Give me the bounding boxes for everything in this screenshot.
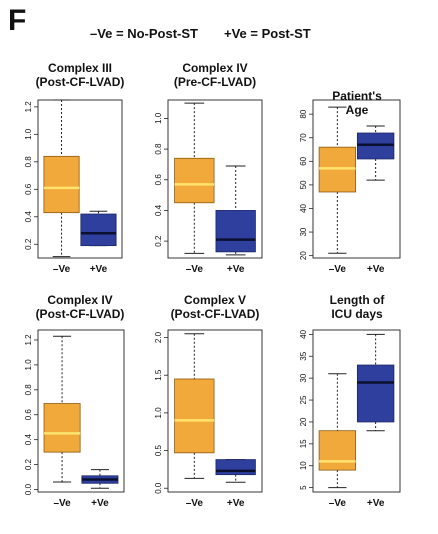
y-tick-label: 0.6: [24, 409, 33, 421]
y-tick-label: 5: [299, 485, 308, 490]
y-tick-label: 10: [299, 461, 308, 470]
panel-title: Patient's Age: [332, 89, 382, 117]
panel-title: Complex IV (Post-CF-LVAD): [36, 293, 125, 321]
plot-frame: [312, 99, 401, 259]
x-tick-label: –Ve: [186, 264, 204, 275]
plot-frame: [167, 329, 263, 493]
y-tick-label: 0.4: [154, 204, 163, 216]
panel-letter: F: [8, 4, 27, 37]
panel-title-line: Complex IV: [47, 293, 112, 307]
boxplot-panel-2: Complex IV (Pre-CF-LVAD) 0.2 0.4 0.6 0.8 1.0 –V…: [154, 61, 263, 275]
y-tick-label: 0.0: [154, 482, 163, 494]
x-tick-label: +Ve: [367, 498, 385, 509]
y-tick-label: 80: [299, 109, 308, 118]
plot-frame: [312, 329, 401, 493]
boxplot-panel-1: Complex III (Post-CF-LVAD) 0.2 0.4 0.6 0.8 1.0…: [24, 61, 124, 275]
box-positive: [215, 459, 256, 476]
y-tick-label: 0.2: [24, 238, 33, 250]
y-tick-label: 70: [299, 133, 308, 142]
panel-title-line: Complex III: [48, 61, 112, 75]
x-tick-label: –Ve: [53, 498, 71, 509]
panel-title-line: (Post-CF-LVAD): [36, 307, 125, 321]
panel-title: Complex V (Post-CF-LVAD): [171, 293, 260, 321]
boxplot-panel-4: Complex IV (Post-CF-LVAD) 0.0 0.2 0.4 0.6 0.8 1…: [24, 293, 125, 509]
y-tick-label: 40: [299, 329, 308, 338]
y-tick-label: 50: [299, 180, 308, 189]
x-tick-label: –Ve: [329, 264, 347, 275]
y-tick-label: 1.2: [24, 101, 33, 113]
panel-title-line: (Post-CF-LVAD): [171, 307, 260, 321]
plot-frame: [37, 99, 123, 259]
y-tick-label: 0.4: [24, 211, 33, 223]
box-positive: [356, 364, 395, 423]
panel-title: Complex III (Post-CF-LVAD): [36, 61, 125, 89]
y-tick-label: 1.5: [154, 369, 163, 381]
y-tick-label: 1.0: [24, 128, 33, 140]
box-negative: [318, 430, 357, 471]
panel-title-line: Age: [346, 103, 369, 117]
y-tick-label: 20: [299, 251, 308, 260]
x-tick-label: +Ve: [227, 264, 245, 275]
box-positive: [80, 213, 117, 247]
y-tick-label: 35: [299, 351, 308, 360]
y-tick-label: 30: [299, 373, 308, 382]
x-tick-label: +Ve: [90, 264, 108, 275]
y-tick-label: 1.0: [154, 407, 163, 419]
x-tick-label: +Ve: [91, 498, 109, 509]
box-negative: [174, 157, 215, 204]
y-tick-label: 0.6: [24, 183, 33, 195]
y-tick-label: 20: [299, 417, 308, 426]
y-tick-label: 1.0: [154, 112, 163, 124]
y-tick-label: 0.0: [24, 483, 33, 495]
x-tick-label: –Ve: [186, 498, 204, 509]
panel-title-line: ICU days: [331, 307, 383, 321]
panel-title-line: (Pre-CF-LVAD): [174, 75, 256, 89]
y-tick-label: 1.2: [24, 334, 33, 346]
y-tick-label: 15: [299, 439, 308, 448]
y-tick-label: 0.8: [24, 384, 33, 396]
y-tick-label: 0.8: [24, 156, 33, 168]
panel-title: Length of ICU days: [330, 293, 386, 321]
box-negative: [174, 378, 215, 454]
panel-title-line: (Post-CF-LVAD): [36, 75, 125, 89]
panel-title-line: Length of: [330, 293, 386, 307]
plot-frame: [37, 329, 125, 493]
x-tick-label: –Ve: [329, 498, 347, 509]
box-positive: [215, 210, 256, 253]
y-tick-label: 0.8: [154, 143, 163, 155]
box-negative: [43, 155, 80, 214]
boxplot-panel-5: Complex V (Post-CF-LVAD) 0.0 0.5 1.0 1.5 2.0 –V…: [154, 293, 263, 509]
y-tick-label: 1.0: [24, 359, 33, 371]
y-tick-label: 40: [299, 203, 308, 212]
x-tick-label: –Ve: [53, 264, 71, 275]
group-legend: –Ve = No-Post-ST +Ve = Post-ST: [90, 26, 311, 41]
legend-negative: –Ve = No-Post-ST: [90, 26, 198, 41]
y-tick-label: 30: [299, 227, 308, 236]
plot-frame: [167, 99, 263, 259]
legend-positive: +Ve = Post-ST: [224, 26, 311, 41]
x-tick-label: +Ve: [227, 498, 245, 509]
boxplot-panel-6: Length of ICU days 5 10 15 20 25 30 35 40 –Ve +Ve: [299, 293, 401, 509]
panel-title-line: Complex IV: [182, 61, 247, 75]
y-tick-label: 0.5: [154, 444, 163, 456]
boxplot-panel-3: Patient's Age 20 30 40 50 60 70 80 –Ve +Ve: [299, 89, 401, 275]
y-tick-label: 25: [299, 395, 308, 404]
y-tick-label: 60: [299, 156, 308, 165]
panel-title-line: Patient's: [332, 89, 382, 103]
y-tick-label: 0.2: [154, 235, 163, 247]
panel-title-line: Complex V: [184, 293, 246, 307]
y-tick-label: 0.4: [24, 434, 33, 446]
x-tick-label: +Ve: [367, 264, 385, 275]
y-tick-label: 0.6: [154, 174, 163, 186]
panel-title: Complex IV (Pre-CF-LVAD): [174, 61, 256, 89]
y-tick-label: 0.2: [24, 458, 33, 470]
y-tick-label: 2.0: [154, 331, 163, 343]
box-negative: [43, 403, 81, 453]
